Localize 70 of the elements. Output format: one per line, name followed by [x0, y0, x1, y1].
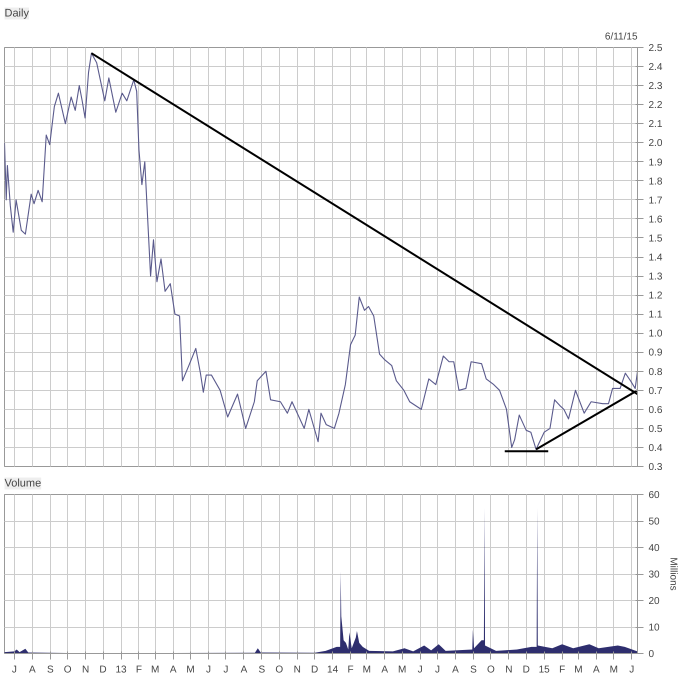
x-tick-label: F: [136, 664, 142, 676]
y-tick-label: 2.3: [648, 81, 663, 92]
chart-title: Daily: [4, 8, 30, 20]
y-tick-label: 1.9: [648, 157, 663, 168]
x-tick-label: M: [186, 664, 195, 676]
y-tick-label: 20: [648, 596, 660, 607]
y-tick-label: 0.8: [648, 366, 663, 378]
y-tick-label: 1.6: [648, 214, 663, 226]
y-tick-label: 1.7: [648, 195, 663, 206]
y-tick-label: 30: [648, 570, 660, 580]
x-tick-label: M: [574, 664, 583, 676]
x-tick-label: J: [629, 664, 634, 676]
y-tick-label: 0.5: [648, 424, 663, 435]
y-tick-label: 0.9: [648, 348, 663, 359]
y-tick-label: 1.8: [648, 176, 663, 188]
x-tick-label: O: [486, 664, 495, 676]
x-tick-label: F: [559, 664, 566, 676]
x-tick-label: M: [362, 664, 371, 676]
x-tick-label: D: [99, 664, 107, 676]
x-tick-label: A: [381, 664, 388, 676]
y-tick-label: 1.5: [648, 233, 663, 244]
x-tick-label: J: [435, 664, 440, 676]
y-tick-label: 0.6: [648, 404, 663, 416]
y-tick-label: 0: [648, 649, 654, 660]
x-tick-label: M: [398, 664, 406, 676]
y-tick-label: 40: [648, 543, 660, 554]
y-tick-label: 1.0: [648, 328, 663, 340]
y-tick-label: 1.3: [648, 272, 663, 283]
y-tick-label: 1.2: [648, 290, 663, 302]
y-tick-label: 2.2: [648, 100, 663, 112]
y-tick-label: 0.3: [648, 462, 663, 473]
x-tick-label: J: [206, 664, 212, 676]
x-tick-label: S: [258, 664, 266, 676]
x-tick-label: O: [275, 664, 284, 676]
x-tick-label: J: [12, 664, 17, 676]
y-tick-label: 0.7: [648, 386, 663, 397]
x-tick-label: A: [593, 664, 600, 676]
y-tick-label: 2.5: [648, 43, 663, 54]
x-tick-label: D: [311, 664, 318, 676]
y-tick-label: 10: [648, 622, 660, 634]
x-tick-label: J: [223, 664, 228, 676]
x-tick-label: M: [151, 664, 160, 676]
x-tick-label: J: [418, 664, 423, 676]
chart-title: Volume: [4, 478, 42, 490]
x-tick-label: 13: [115, 664, 128, 676]
x-tick-label: N: [505, 664, 512, 676]
y-tick-label: 1.4: [648, 252, 663, 264]
y-tick-label: 2.0: [648, 138, 663, 150]
y-tick-label: 60: [648, 490, 660, 501]
x-tick-label: S: [46, 664, 54, 676]
x-tick-label: A: [170, 664, 177, 676]
y-tick-label: 1.1: [648, 310, 663, 321]
text: 6/11/15: [604, 32, 638, 42]
x-tick-label: 15: [538, 664, 550, 676]
x-tick-label: O: [64, 664, 72, 676]
y-tick-label: 50: [648, 516, 660, 528]
y-tick-label: 2.4: [648, 62, 663, 74]
y-tick-label: 0.4: [648, 442, 663, 454]
x-tick-label: F: [348, 664, 354, 676]
x-tick-label: A: [240, 664, 248, 676]
x-tick-label: M: [610, 664, 618, 676]
x-tick-label: D: [522, 664, 530, 676]
x-tick-label: 14: [327, 664, 339, 676]
x-tick-label: A: [28, 664, 36, 676]
x-tick-label: S: [470, 664, 478, 676]
x-tick-label: A: [452, 664, 460, 676]
x-tick-label: N: [82, 664, 90, 676]
x-tick-label: N: [294, 664, 301, 676]
y-tick-label: 2.1: [648, 119, 663, 130]
y-axis-title: Millions: [668, 557, 679, 591]
